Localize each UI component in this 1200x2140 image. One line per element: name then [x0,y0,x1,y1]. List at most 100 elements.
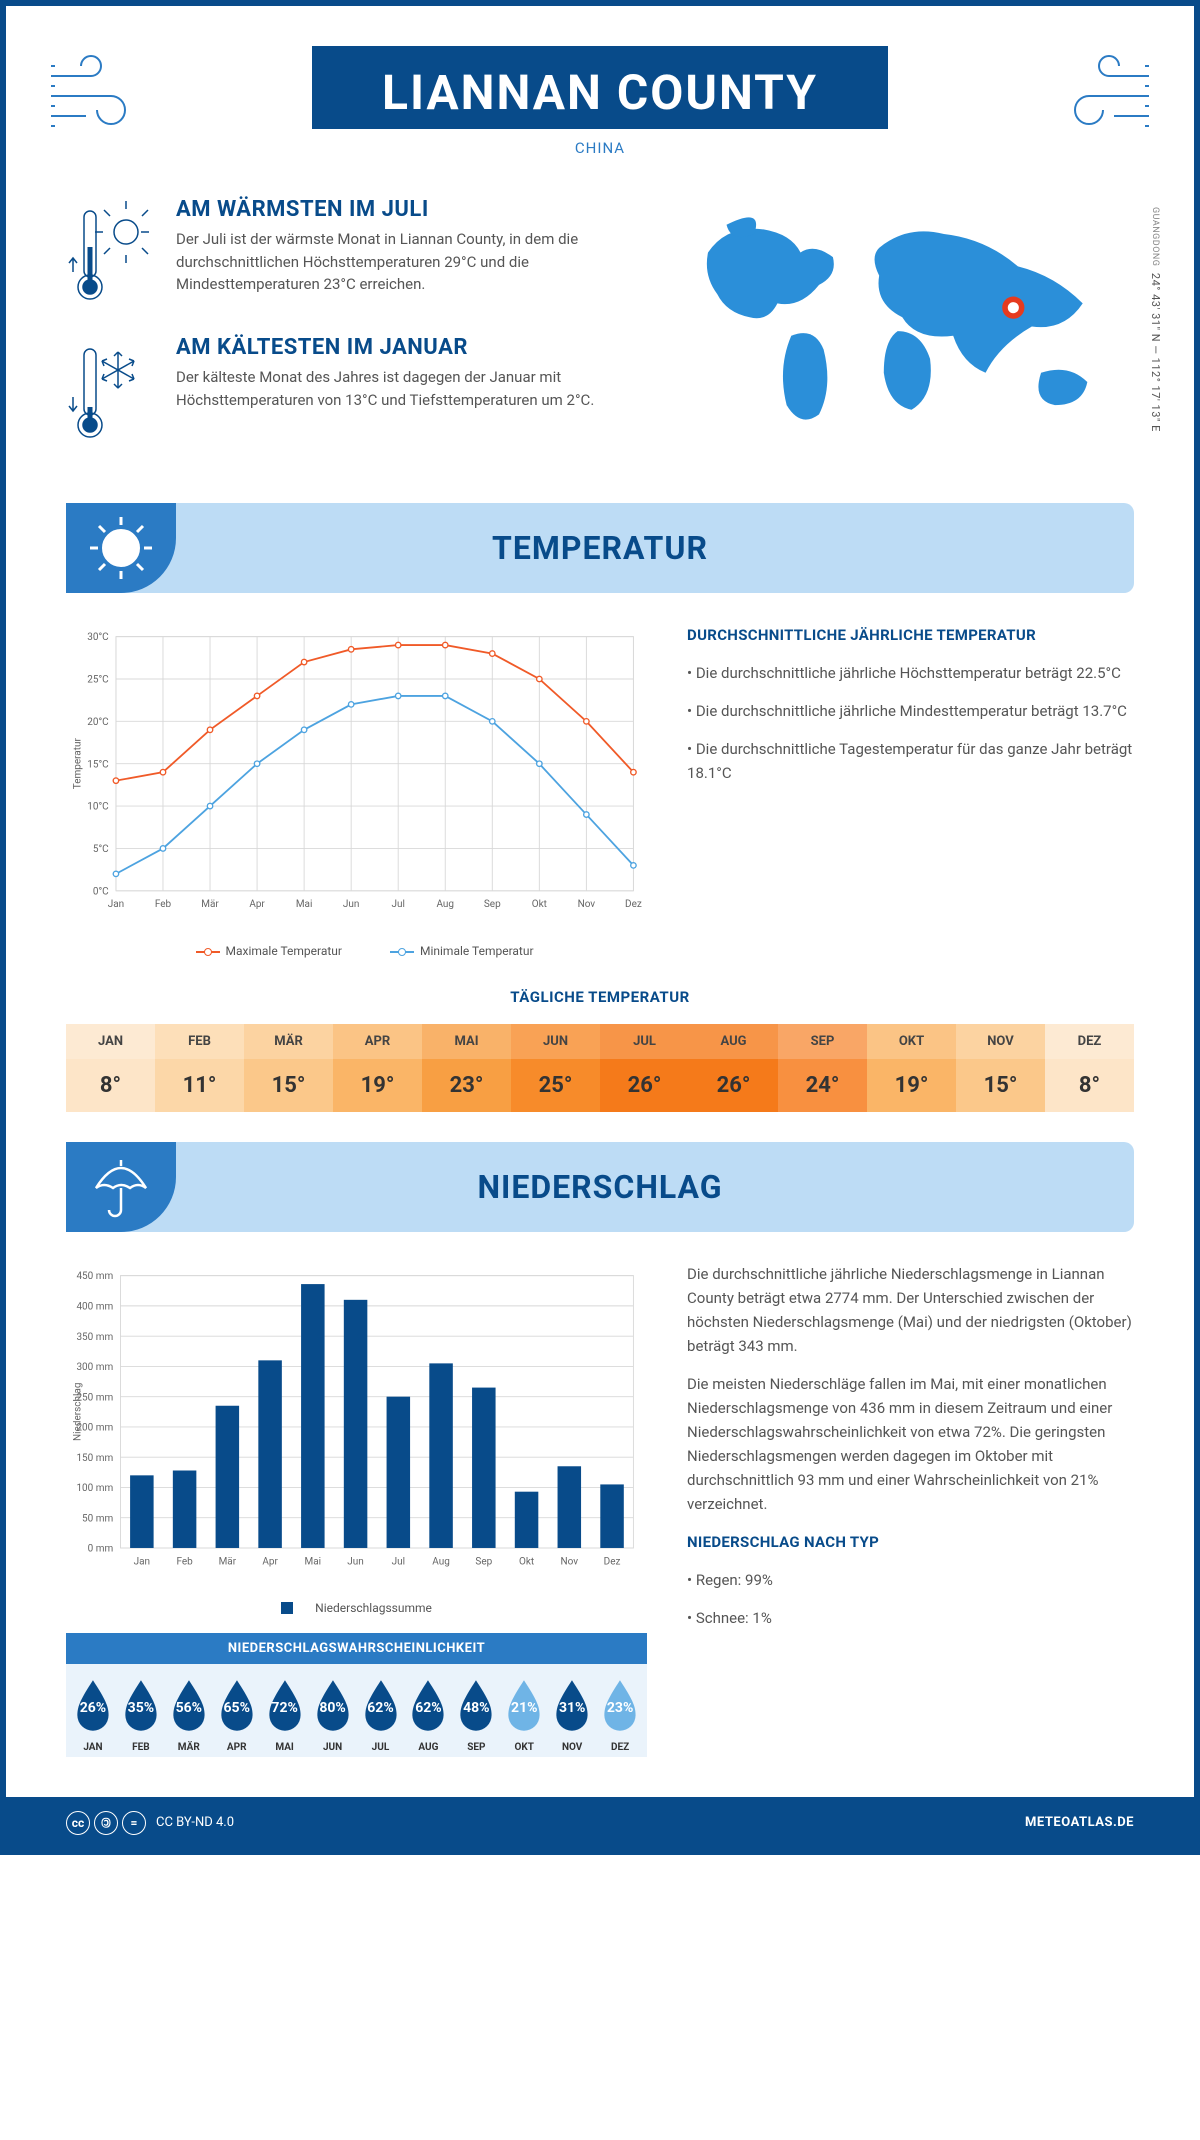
svg-text:50 mm: 50 mm [82,1513,113,1524]
precip-drop: 21% OKT [501,1674,547,1753]
svg-text:Okt: Okt [519,1556,534,1567]
svg-text:150 mm: 150 mm [76,1452,113,1463]
coldest-body: Der kälteste Monat des Jahres ist dagege… [176,366,631,411]
svg-text:15°C: 15°C [87,759,109,770]
svg-text:Apr: Apr [249,899,265,910]
cc-icons: cc 🄯 = [66,1811,146,1835]
temp-summary-title: DURCHSCHNITTLICHE JÄHRLICHE TEMPERATUR [687,623,1134,647]
svg-text:Apr: Apr [262,1556,278,1567]
precip-drop: 31% NOV [549,1674,595,1753]
warmest-block: AM WÄRMSTEN IM JULI Der Juli ist der wär… [66,197,631,307]
daily-temp-cell: AUG26° [689,1024,778,1112]
thermometer-snow-icon [66,335,156,445]
svg-text:Feb: Feb [176,1556,193,1567]
svg-text:350 mm: 350 mm [76,1331,113,1342]
world-map [671,197,1134,438]
svg-text:Mai: Mai [305,1556,322,1567]
svg-text:300 mm: 300 mm [76,1362,113,1373]
country-subtitle: CHINA [66,139,1134,157]
daily-temp-cell: MAI23° [422,1024,511,1112]
precip-drop: 72% MAI [262,1674,308,1753]
location-marker [1005,299,1022,316]
svg-text:10°C: 10°C [87,802,109,813]
precip-text-2: Die meisten Niederschläge fallen im Mai,… [687,1372,1134,1516]
svg-text:Dez: Dez [625,899,642,910]
svg-text:Okt: Okt [532,899,547,910]
daily-temp-cell: JUN25° [511,1024,600,1112]
daily-temp-cell: DEZ8° [1045,1024,1134,1112]
svg-text:Jul: Jul [392,1556,405,1567]
coldest-title: AM KÄLTESTEN IM JANUAR [176,335,631,360]
precip-bar-chart: 0 mm50 mm100 mm150 mm200 mm250 mm300 mm3… [66,1262,647,1589]
daily-temp-cell: FEB11° [155,1024,244,1112]
wind-icon-right [1044,46,1154,136]
svg-text:25°C: 25°C [87,675,109,686]
svg-text:100 mm: 100 mm [76,1483,113,1494]
svg-text:Jun: Jun [343,899,360,910]
precip-probability: NIEDERSCHLAGSWAHRSCHEINLICHKEIT 26% JAN … [66,1633,647,1767]
svg-text:Nov: Nov [578,899,596,910]
precip-drop: 62% AUG [405,1674,451,1753]
svg-text:0°C: 0°C [93,886,109,897]
precip-drop: 26% JAN [70,1674,116,1753]
umbrella-icon [86,1152,156,1222]
daily-temp-cell: SEP24° [778,1024,867,1112]
svg-text:Temperatur: Temperatur [73,738,84,790]
svg-text:Jan: Jan [134,1556,150,1567]
svg-text:30°C: 30°C [87,632,109,643]
warmest-body: Der Juli ist der wärmste Monat in Lianna… [176,228,631,296]
svg-text:450 mm: 450 mm [76,1271,113,1282]
nd-icon: = [122,1811,146,1835]
precip-body: 0 mm50 mm100 mm150 mm200 mm250 mm300 mm3… [6,1232,1194,1797]
wind-icon-left [46,46,156,136]
map-area: GUANGDONG 24° 43' 31" N — 112° 17' 13" E [671,197,1134,473]
svg-text:Mär: Mär [201,899,219,910]
by-icon: 🄯 [94,1811,118,1835]
coordinates: GUANGDONG 24° 43' 31" N — 112° 17' 13" E [1149,207,1162,432]
precip-drop: 62% JUL [358,1674,404,1753]
svg-text:400 mm: 400 mm [76,1301,113,1312]
precip-type-bullet: • Regen: 99% [687,1568,1134,1592]
intro-section: AM WÄRMSTEN IM JULI Der Juli ist der wär… [6,177,1194,503]
thermometer-sun-icon [66,197,156,307]
license-text: CC BY-ND 4.0 [156,1815,234,1830]
svg-text:Sep: Sep [484,899,501,910]
temperature-heading: TEMPERATUR [86,529,1114,567]
precip-drop: 65% APR [214,1674,260,1753]
precip-prob-title: NIEDERSCHLAGSWAHRSCHEINLICHKEIT [66,1633,647,1664]
title-banner: LIANNAN COUNTY [312,46,888,129]
precip-drop: 23% DEZ [597,1674,643,1753]
header: LIANNAN COUNTY CHINA [6,6,1194,177]
precip-drop: 56% MÄR [166,1674,212,1753]
temp-bullet: • Die durchschnittliche jährliche Höchst… [687,661,1134,685]
temperature-legend: Maximale TemperaturMinimale Temperatur [66,944,647,958]
temperature-line-chart: 0°C5°C10°C15°C20°C25°C30°CJanFebMärAprMa… [66,623,647,932]
svg-text:20°C: 20°C [87,717,109,728]
precip-heading: NIEDERSCHLAG [86,1168,1114,1206]
precip-type-title: NIEDERSCHLAG NACH TYP [687,1530,1134,1554]
cc-icon: cc [66,1811,90,1835]
svg-text:Sep: Sep [475,1556,492,1567]
sun-icon [86,513,156,583]
footer: cc 🄯 = CC BY-ND 4.0 METEOATLAS.DE [6,1797,1194,1849]
precip-banner: NIEDERSCHLAG [66,1142,1134,1232]
daily-temp-cell: OKT19° [867,1024,956,1112]
svg-text:Mär: Mär [219,1556,237,1567]
svg-text:Nov: Nov [561,1556,579,1567]
temperature-body: 0°C5°C10°C15°C20°C25°C30°CJanFebMärAprMa… [6,593,1194,988]
svg-text:Mai: Mai [296,899,313,910]
daily-temp-cell: JAN8° [66,1024,155,1112]
precip-drop: 35% FEB [118,1674,164,1753]
precip-drop: 80% JUN [310,1674,356,1753]
daily-temperature: TÄGLICHE TEMPERATUR JAN8°FEB11°MÄR15°APR… [6,988,1194,1142]
page-title: LIANNAN COUNTY [382,64,818,121]
coldest-block: AM KÄLTESTEN IM JANUAR Der kälteste Mona… [66,335,631,445]
svg-text:Jan: Jan [108,899,124,910]
temp-bullet: • Die durchschnittliche jährliche Mindes… [687,699,1134,723]
site-name: METEOATLAS.DE [1025,1815,1134,1830]
temperature-banner: TEMPERATUR [66,503,1134,593]
svg-text:Dez: Dez [604,1556,621,1567]
svg-text:Aug: Aug [432,1556,450,1567]
svg-text:Jul: Jul [391,899,404,910]
daily-temp-cell: JUL26° [600,1024,689,1112]
